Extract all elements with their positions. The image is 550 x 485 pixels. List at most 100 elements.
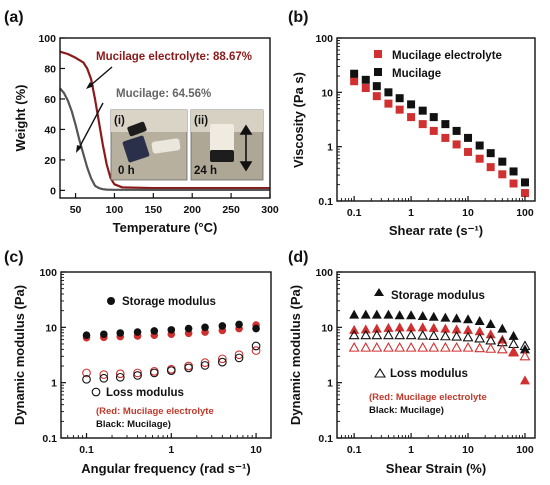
legend-label-electrolyte: Mucilage electrolyte [392, 50, 502, 62]
data-point-filled-triangle [497, 334, 508, 344]
y-tick-label: 10 [45, 322, 57, 334]
panel-a-ylabel: Weight (%) [13, 85, 28, 152]
y-tick-label: 80 [44, 63, 56, 75]
y-tick-label: 60 [44, 94, 56, 106]
x-tick-label: 0.1 [347, 207, 362, 219]
panel-d-label: (d) [288, 249, 308, 266]
inset-ii-label: (ii) [194, 115, 208, 127]
series-line-mucilage [59, 87, 270, 191]
data-point-open-triangle [439, 330, 451, 341]
data-point-square [520, 178, 529, 187]
data-point-open-triangle [439, 341, 451, 352]
data-point-open-triangle [348, 341, 360, 352]
panel-b-ylabel: Viscosity (Pa s) [291, 72, 306, 168]
panel-a-label: (a) [4, 9, 24, 26]
data-point-open-triangle [451, 330, 463, 341]
data-point-open-triangle [417, 341, 429, 352]
data-point-square [418, 106, 427, 115]
data-point-square [350, 69, 359, 78]
data-point-square [464, 147, 473, 156]
panel-a-ticks: 50 100 150 200 250 300 0 20 40 60 80 100 [38, 33, 278, 216]
data-point-open-circle [82, 368, 91, 378]
y-tick-label: 10 [321, 87, 333, 99]
data-point-square [441, 120, 450, 129]
panel-c-ylabel: Dynamic modulus (Pa) [12, 285, 27, 425]
data-point-square [498, 170, 507, 179]
data-point-open-circle [184, 363, 193, 373]
panel-a: (a) 50 100 150 200 250 300 0 20 40 60 80 100 Temper… [4, 9, 279, 235]
data-point-open-circle [149, 368, 159, 378]
data-point-filled-triangle [360, 309, 371, 319]
data-point-filled-triangle [508, 330, 519, 340]
data-point-open-circle [99, 370, 109, 379]
x-tick-label: 10 [250, 444, 262, 456]
data-point-open-triangle [405, 329, 417, 340]
x-tick-label: 100 [516, 207, 534, 219]
annotation-electrolyte-weight: Mucilage electrolyte: 88.67% [96, 51, 252, 63]
x-tick-label: 10 [462, 207, 474, 219]
annotation-black-key-d: Black: Mucilage) [369, 405, 444, 416]
data-point-open-circle [99, 373, 109, 383]
data-point-open-circle [234, 353, 244, 363]
data-point-filled-triangle [451, 313, 462, 323]
data-point-open-triangle [394, 329, 406, 340]
data-point-filled-triangle [417, 322, 428, 332]
data-point-square [452, 140, 461, 149]
annotation-red-key-c: (Red: Mucilage electrolyte [96, 406, 214, 417]
panel-d-frame [336, 271, 536, 439]
panel-b-ticks: 0.1 1 10 100 0.1 1 10 100 [315, 33, 533, 219]
data-point-open-triangle [451, 341, 463, 352]
annotation-black-key-c: Black: Mucilage) [96, 419, 171, 430]
x-tick-label: 200 [183, 204, 201, 216]
data-point-square [372, 92, 381, 101]
y-tick-label: 1 [327, 378, 333, 390]
data-point-open-triangle [348, 329, 360, 340]
data-point-open-circle [200, 358, 210, 368]
data-point-filled-triangle [440, 323, 451, 333]
data-point-open-circle [251, 346, 261, 355]
inset-photo-ii: (ii) 24 h [190, 109, 264, 181]
data-point-square [361, 75, 370, 84]
data-point-open-triangle [405, 341, 417, 352]
data-point-open-triangle [382, 329, 394, 340]
data-point-filled-triangle [383, 322, 394, 332]
data-point-square [429, 126, 438, 135]
data-point-filled-triangle [508, 347, 519, 357]
data-point-filled-triangle [428, 322, 439, 332]
data-point-filled-triangle [463, 314, 474, 324]
x-tick-label: 10 [462, 444, 474, 456]
data-point-square [407, 113, 416, 122]
data-point-filled-circle [116, 329, 125, 337]
panel-c-label: (c) [4, 249, 24, 266]
data-point-square [486, 149, 495, 158]
data-point-square [372, 82, 381, 91]
data-point-open-triangle [462, 341, 474, 352]
inset-i-label: (i) [114, 115, 125, 127]
data-point-open-circle [234, 350, 244, 360]
data-point-square [395, 105, 404, 114]
data-point-filled-triangle [428, 311, 439, 321]
data-point-open-triangle [474, 332, 486, 343]
data-point-square [452, 126, 461, 135]
y-tick-label: 100 [315, 267, 333, 279]
data-point-filled-triangle [383, 309, 394, 319]
data-point-square [395, 94, 404, 103]
data-point-open-triangle [360, 341, 372, 352]
data-point-open-triangle [417, 329, 429, 340]
annotation-storage-modulus-c: Storage modulus [122, 296, 216, 308]
panel-a-marks [59, 50, 270, 191]
panel-d-ylabel: Dynamic modulus (Pa) [288, 285, 303, 425]
inset-photo-i: (i) 0 h [110, 109, 188, 181]
data-point-square [475, 154, 484, 163]
data-point-filled-triangle [349, 324, 360, 334]
data-point-open-triangle [519, 350, 531, 361]
panel-a-xlabel: Temperature (°C) [113, 220, 218, 235]
data-point-open-triangle [462, 331, 474, 342]
data-point-open-triangle [428, 341, 440, 352]
y-tick-label: 0.1 [318, 433, 333, 445]
data-point-filled-circle [235, 320, 243, 329]
y-tick-label: 100 [39, 267, 57, 279]
annotation-mucilage-weight: Mucilage: 64.56% [116, 88, 211, 100]
